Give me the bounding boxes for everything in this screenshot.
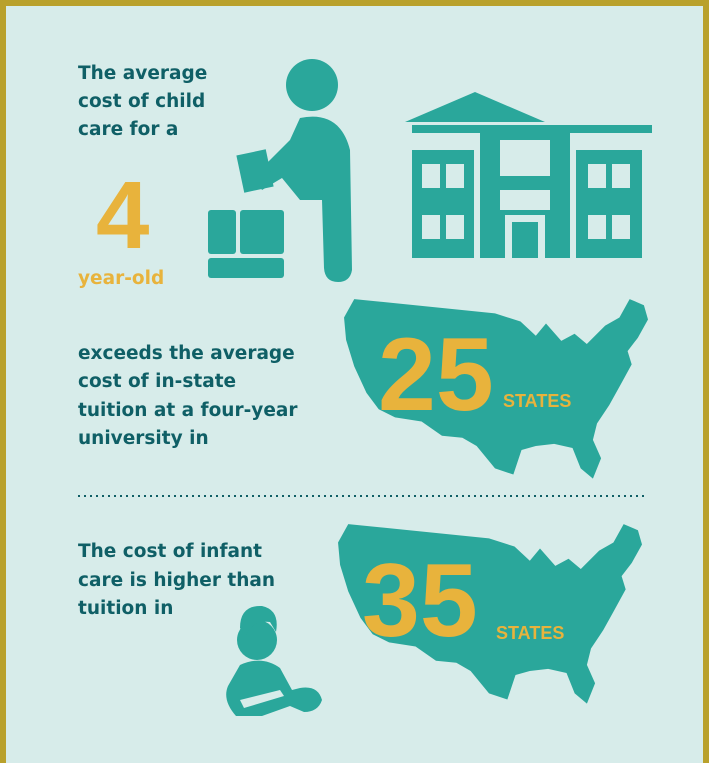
text-line: care for a (78, 119, 178, 140)
state-unit: STATES (503, 391, 571, 411)
text-line: cost of in-state (78, 371, 236, 392)
age-caption: year-old (78, 268, 164, 289)
person-icon (208, 59, 352, 283)
text-line: exceeds the average (78, 343, 295, 364)
middle-section: exceeds the average cost of in-state tui… (78, 299, 648, 479)
text-line: tuition at a four-year (78, 400, 298, 421)
mother-icon (226, 605, 322, 716)
building-icon (405, 92, 652, 258)
state-unit: STATES (496, 623, 564, 643)
text-line: cost of child (78, 91, 205, 112)
text-line: tuition in (78, 598, 173, 619)
age-number: 4 (96, 162, 149, 269)
state-count: 35 (362, 543, 478, 659)
state-count: 25 (378, 317, 494, 433)
bottom-section: The cost of infant care is higher than t… (78, 524, 642, 704)
text-line: care is higher than (78, 570, 275, 591)
text-line: The cost of infant (78, 541, 262, 562)
text-line: university in (78, 428, 209, 449)
top-section: The average cost of child care for a 4 y… (78, 63, 207, 289)
text-line: The average (78, 63, 207, 84)
